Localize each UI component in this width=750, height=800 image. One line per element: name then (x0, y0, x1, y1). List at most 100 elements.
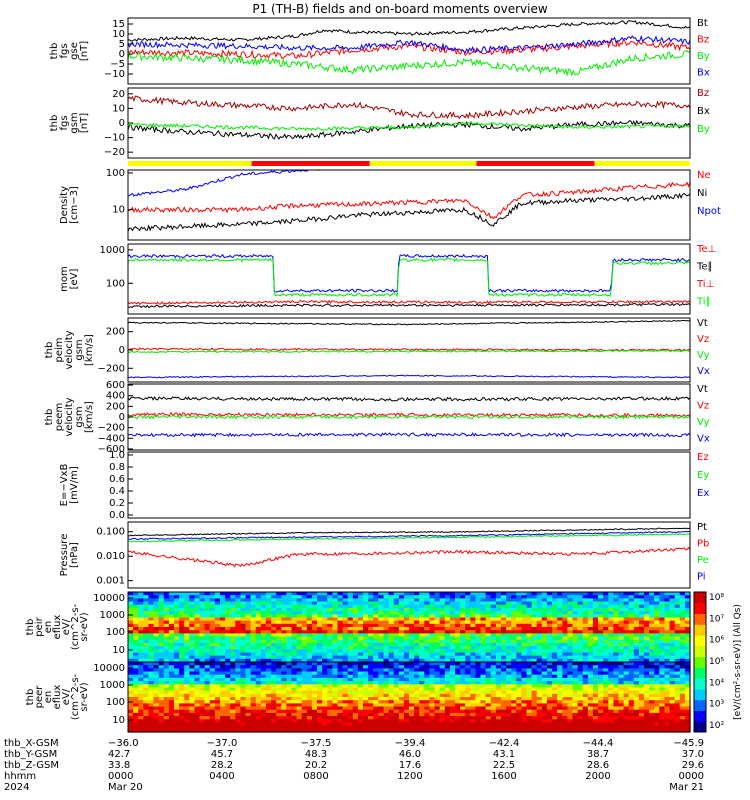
spec-cell (536, 630, 543, 634)
spec-cell (393, 712, 400, 717)
spec-cell (317, 642, 323, 647)
legend-entry: Vz (697, 401, 709, 412)
spec-cell (327, 684, 333, 689)
spec-cell (383, 633, 390, 638)
spec-cell (337, 728, 344, 733)
spec-cell (485, 677, 492, 682)
spec-cell (628, 633, 635, 638)
spec-cell (168, 690, 175, 695)
spec-cell (521, 620, 528, 625)
spec-cell (669, 601, 676, 606)
spec-cell (480, 662, 487, 666)
series-line-Bx (127, 119, 691, 140)
spec-cell (373, 671, 379, 676)
spec-cell (357, 693, 364, 698)
spec-cell (245, 636, 252, 641)
spec-cell (347, 627, 354, 631)
spec-cell (347, 630, 354, 634)
spec-cell (633, 614, 640, 619)
spec-cell (398, 601, 405, 606)
spec-cell (480, 712, 487, 717)
spec-cell (163, 623, 170, 628)
spec-cell (465, 716, 471, 720)
spec-cell (664, 611, 671, 615)
spec-cell (501, 671, 507, 676)
spec-cell (204, 614, 211, 619)
spec-cell (603, 703, 609, 708)
spec-cell (214, 712, 221, 717)
spec-cell (669, 693, 676, 698)
spec-cell (429, 636, 436, 641)
spec-cell (664, 623, 671, 628)
spec-cell (301, 646, 308, 650)
spec-cell (429, 681, 436, 685)
spec-cell (260, 716, 267, 720)
spec-cell (531, 712, 538, 717)
spec-cell (163, 665, 170, 669)
spec-cell (659, 716, 665, 720)
spec-cell (220, 620, 226, 625)
spec-cell (184, 658, 190, 663)
spec-cell (608, 697, 614, 701)
spec-cell (296, 633, 303, 638)
spec-cell (398, 681, 405, 685)
spec-cell (317, 712, 323, 717)
spec-cell (598, 712, 604, 717)
spec-cell (378, 592, 384, 596)
spec-cell (480, 658, 487, 663)
spec-cell (557, 693, 563, 698)
spec-cell (429, 633, 436, 638)
spec-cell (352, 712, 359, 717)
spec-cell (337, 684, 344, 689)
spec-cell (679, 677, 686, 682)
spec-cell (184, 636, 190, 641)
spec-cell (174, 620, 180, 625)
spec-cell (225, 630, 231, 634)
spec-cell (506, 712, 512, 717)
spec-cell (562, 677, 568, 682)
spec-cell (174, 646, 180, 650)
spec-cell (516, 693, 522, 698)
spec-cell (638, 725, 645, 730)
spec-cell (495, 617, 502, 622)
spec-cell (684, 617, 691, 622)
spec-cell (168, 668, 175, 673)
spec-cell (572, 668, 579, 673)
panel-frame (127, 17, 691, 85)
spec-cell (153, 595, 160, 599)
spec-cell (306, 677, 313, 682)
spec-cell (383, 614, 390, 619)
spec-cell (465, 706, 471, 711)
spec-cell (368, 639, 374, 644)
spec-cell (347, 677, 354, 682)
spec-cell (214, 642, 221, 647)
spec-cell (618, 614, 625, 619)
spec-cell (388, 725, 395, 730)
spec-cell (255, 611, 262, 615)
spec-cell (501, 633, 507, 638)
spec-cell (286, 728, 293, 733)
spec-cell (393, 700, 400, 704)
spec-cell (373, 607, 379, 612)
spec-cell (490, 687, 497, 692)
spec-cell (465, 592, 471, 596)
spec-cell (373, 652, 379, 657)
spec-cell (199, 719, 206, 724)
spec-cell (633, 617, 640, 622)
spec-cell (414, 607, 420, 612)
spec-cell (179, 655, 185, 660)
spec-cell (148, 630, 155, 634)
spec-cell (618, 623, 625, 628)
spec-cell (526, 614, 533, 619)
spec-cell (240, 598, 247, 603)
spec-cell (633, 633, 640, 638)
spec-cell (572, 716, 579, 720)
spec-cell (455, 623, 461, 628)
spec-cell (363, 627, 369, 631)
spec-cell (608, 630, 614, 634)
spec-cell (327, 725, 333, 730)
spec-cell (495, 636, 502, 641)
spec-cell (291, 697, 298, 701)
spec-cell (363, 706, 369, 711)
spec-cell (388, 674, 395, 679)
